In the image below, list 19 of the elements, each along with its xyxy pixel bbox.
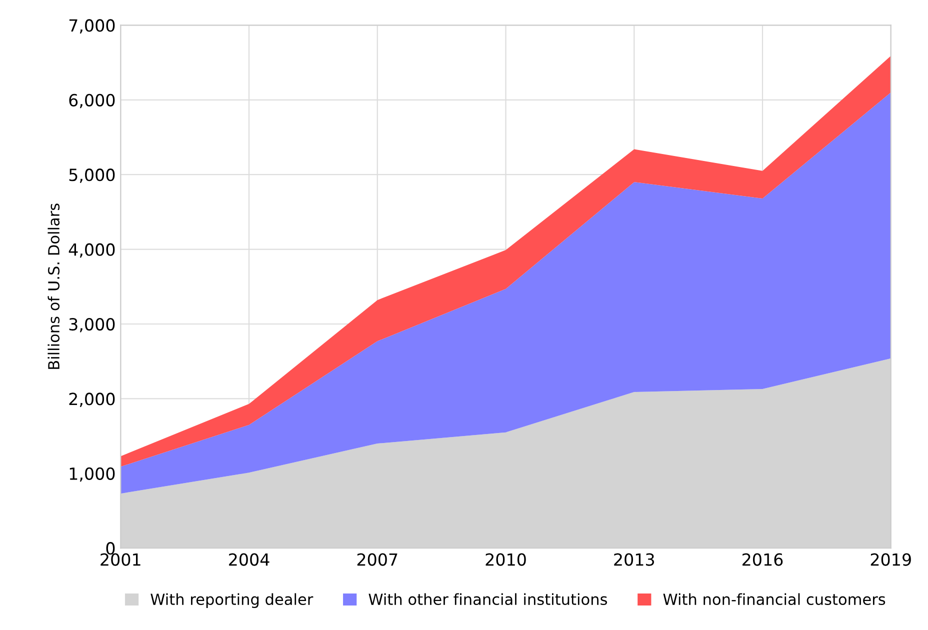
x-tick-label: 2001 — [100, 553, 140, 566]
x-tick-label: 2010 — [486, 553, 526, 566]
legend-label: With reporting dealer — [150, 593, 314, 608]
x-tick-label: 2019 — [870, 553, 911, 566]
x-tick-label: 2016 — [742, 553, 783, 566]
x-tick-label: 2004 — [229, 553, 270, 566]
x-tick-label: 2007 — [357, 553, 398, 566]
y-tick-label: 3,000 — [69, 318, 115, 332]
y-tick-label: 2,000 — [69, 392, 115, 407]
y-tick-label: 1,000 — [70, 467, 115, 482]
legend-label: With other financial institutions — [368, 593, 607, 606]
x-tick-label: 2013 — [614, 553, 654, 566]
y-tick-label: 0 — [106, 542, 115, 555]
legend-label: With non-financial customers — [663, 593, 886, 606]
y-tick-label: 4,000 — [68, 243, 115, 258]
y-tick-label: 5,000 — [69, 168, 115, 183]
y-axis-title: Billions of U.S. Dollars — [48, 204, 60, 369]
y-tick-label: 6,000 — [69, 94, 115, 108]
y-tick-label: 7,000 — [69, 19, 115, 34]
